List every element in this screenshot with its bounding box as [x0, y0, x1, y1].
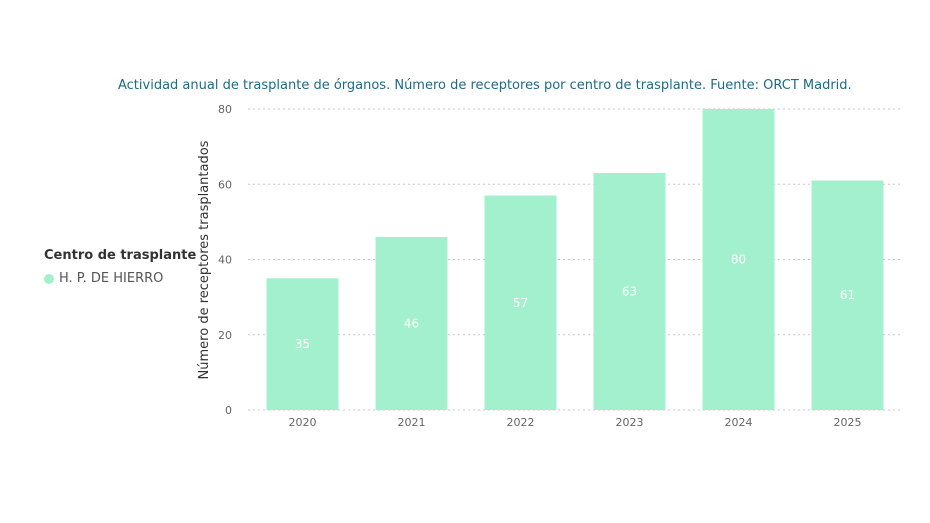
data-label: 63	[622, 284, 637, 298]
axis-ticks: 0 20 40 60 80 2020 2021 2022 2023 2024 2025	[218, 103, 862, 429]
legend-item[interactable]: H. P. DE HIERRO	[44, 271, 196, 286]
y-axis-label: Número de receptores trasplantados	[197, 140, 212, 379]
chart-title: Actividad anual de trasplante de órganos…	[118, 78, 852, 93]
legend-marker	[44, 273, 54, 284]
grid-lines	[248, 108, 902, 411]
y-tick-label: 0	[225, 404, 232, 417]
bar[interactable]	[702, 109, 775, 410]
x-tick-label: 2022	[507, 416, 535, 429]
bar[interactable]	[484, 195, 557, 410]
x-tick-label: 2025	[834, 416, 862, 429]
legend: Centro de trasplante H. P. DE HIERRO	[44, 248, 196, 286]
y-tick-label: 80	[218, 103, 232, 116]
data-label: 61	[840, 288, 855, 302]
legend-label: H. P. DE HIERRO	[59, 271, 164, 286]
data-labels: 35 46 57 63 80 61	[295, 253, 855, 352]
data-label: 46	[404, 316, 419, 330]
bar[interactable]	[375, 236, 448, 410]
bar[interactable]	[811, 180, 884, 410]
x-tick-label: 2024	[725, 416, 753, 429]
legend-title: Centro de trasplante	[44, 248, 197, 263]
x-tick-label: 2020	[289, 416, 317, 429]
bar[interactable]	[266, 278, 339, 410]
y-tick-label: 40	[218, 254, 232, 267]
data-label: 35	[295, 337, 310, 351]
y-tick-label: 20	[218, 329, 232, 342]
data-label: 57	[513, 296, 528, 310]
x-tick-label: 2021	[398, 416, 426, 429]
data-label: 80	[731, 253, 746, 267]
x-tick-label: 2023	[616, 416, 644, 429]
y-tick-label: 60	[218, 178, 232, 191]
bars	[266, 109, 884, 410]
bar[interactable]	[593, 172, 666, 410]
